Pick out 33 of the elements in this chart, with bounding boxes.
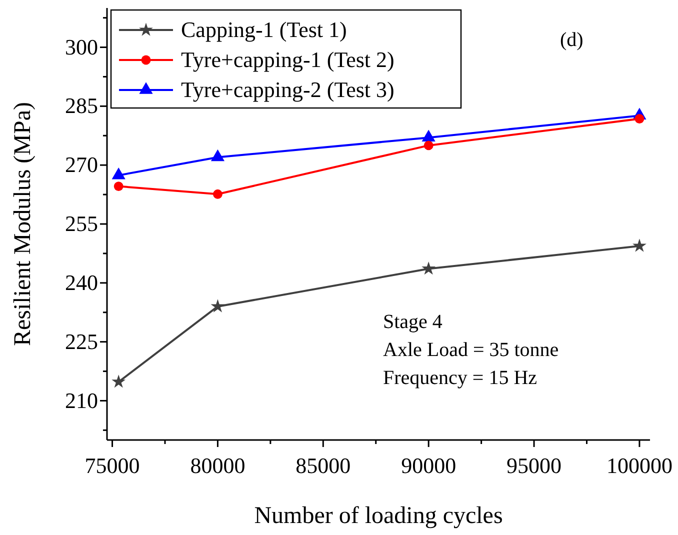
annotation: Stage 4 — [383, 311, 442, 333]
y-tick-label: 300 — [65, 34, 98, 60]
point — [422, 130, 436, 142]
y-tick-label: 210 — [65, 388, 98, 413]
point — [114, 182, 124, 192]
point — [424, 140, 434, 150]
x-axis-title: Number of loading cycles — [254, 503, 503, 529]
x-tick-label: 90000 — [401, 453, 456, 478]
y-tick-label: 285 — [65, 93, 98, 118]
x-tick-label: 75000 — [84, 453, 140, 478]
point — [632, 238, 646, 252]
legend-label: Capping-1 (Test 1) — [181, 17, 347, 42]
y-axis-title: Resilient Modulus (MPa) — [10, 102, 36, 346]
x-tick-label: 100000 — [606, 453, 672, 478]
legend-label: Tyre+capping-1 (Test 2) — [181, 47, 394, 72]
annotation: Axle Load = 35 tonne — [383, 339, 559, 361]
y-tick-label: 270 — [65, 152, 98, 178]
annotation: Frequency = 15 Hz — [383, 367, 538, 389]
point — [212, 189, 222, 199]
point — [634, 114, 644, 124]
annotation: (d) — [560, 29, 584, 51]
x-tick-label: 80000 — [190, 453, 246, 478]
y-tick-label: 255 — [65, 211, 98, 236]
point — [112, 374, 126, 388]
legend-label: Tyre+capping-2 (Test 3) — [181, 77, 394, 102]
point — [210, 149, 225, 162]
y-tick-label: 240 — [65, 270, 98, 295]
point — [422, 261, 436, 275]
x-tick-label: 85000 — [296, 453, 351, 478]
y-tick-label: 225 — [65, 328, 98, 354]
x-tick-label: 95000 — [506, 453, 562, 478]
point — [210, 299, 225, 312]
point — [112, 167, 126, 180]
